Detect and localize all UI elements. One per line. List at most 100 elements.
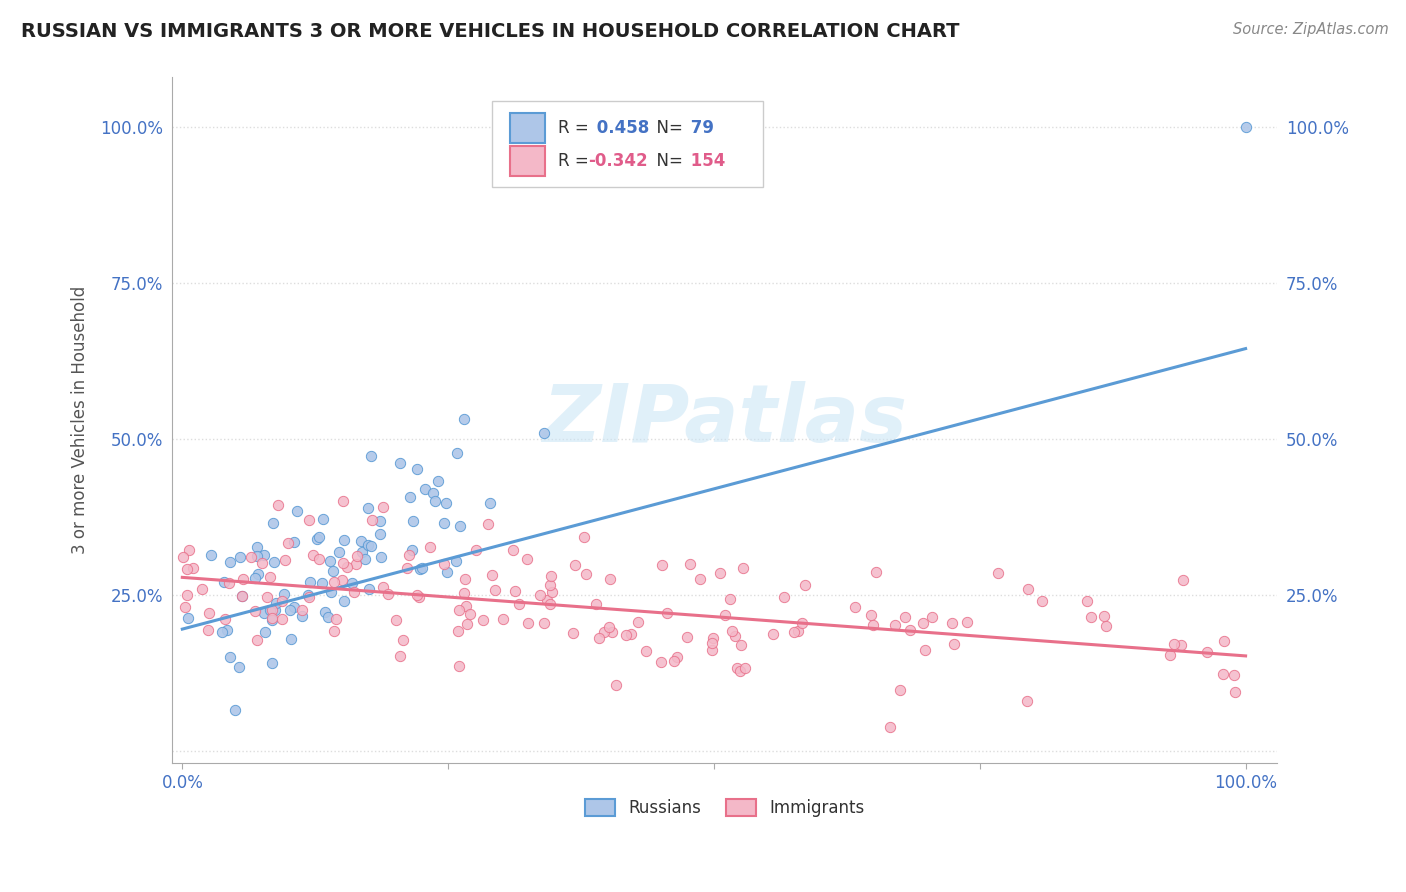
Point	[1017, 582, 1039, 596]
Text: 79: 79	[685, 120, 714, 137]
Point	[536, 593, 558, 607]
Point	[271, 594, 294, 608]
Point	[599, 572, 621, 586]
Point	[231, 589, 253, 603]
Point	[411, 561, 433, 575]
Point	[253, 548, 276, 562]
Point	[336, 560, 359, 574]
Point	[406, 462, 429, 476]
Point	[564, 558, 586, 572]
Point	[274, 553, 297, 567]
Point	[773, 591, 796, 605]
Point	[453, 411, 475, 425]
Point	[1095, 619, 1118, 633]
Point	[263, 555, 285, 569]
Point	[371, 580, 394, 594]
Point	[344, 557, 367, 571]
Point	[860, 608, 883, 623]
Point	[253, 607, 276, 621]
Point	[456, 617, 478, 632]
Point	[176, 561, 198, 575]
Point	[239, 549, 262, 564]
Point	[398, 549, 420, 563]
Point	[198, 606, 221, 620]
Point	[305, 532, 328, 546]
Point	[311, 575, 333, 590]
Point	[298, 514, 321, 528]
Point	[598, 620, 620, 634]
Point	[262, 516, 284, 531]
Point	[246, 632, 269, 647]
Point	[308, 530, 330, 544]
Text: 0.458: 0.458	[591, 120, 650, 137]
Point	[790, 616, 813, 631]
Point	[250, 556, 273, 570]
Point	[370, 514, 392, 528]
Point	[262, 657, 284, 671]
Point	[422, 485, 444, 500]
Point	[246, 549, 269, 563]
Point	[370, 550, 392, 565]
Point	[540, 568, 562, 582]
Point	[179, 542, 201, 557]
Point	[360, 539, 382, 553]
Point	[718, 592, 741, 607]
Point	[176, 588, 198, 602]
FancyBboxPatch shape	[510, 146, 546, 177]
Point	[214, 612, 236, 626]
Point	[657, 607, 679, 621]
Point	[508, 597, 530, 611]
Point	[844, 599, 866, 614]
Point	[477, 516, 499, 531]
Point	[454, 599, 477, 613]
Text: N=: N=	[647, 120, 688, 137]
FancyBboxPatch shape	[510, 113, 546, 144]
Point	[262, 613, 284, 627]
Point	[232, 572, 254, 586]
Point	[219, 555, 242, 569]
Point	[357, 582, 380, 596]
Point	[433, 516, 456, 530]
Point	[228, 659, 250, 673]
Point	[323, 624, 346, 639]
Point	[783, 625, 806, 640]
Text: RUSSIAN VS IMMIGRANTS 3 OR MORE VEHICLES IN HOUSEHOLD CORRELATION CHART: RUSSIAN VS IMMIGRANTS 3 OR MORE VEHICLES…	[21, 22, 959, 41]
Point	[446, 624, 468, 639]
Point	[377, 587, 399, 601]
Point	[298, 575, 321, 590]
Text: 154: 154	[685, 153, 725, 170]
Point	[311, 512, 333, 526]
Point	[298, 591, 321, 605]
Point	[426, 474, 449, 488]
Point	[246, 540, 269, 554]
Point	[191, 582, 214, 596]
Point	[1212, 666, 1234, 681]
Y-axis label: 3 or more Vehicles in Household: 3 or more Vehicles in Household	[72, 286, 89, 555]
Point	[354, 552, 377, 566]
Point	[865, 565, 887, 579]
Point	[342, 575, 364, 590]
Point	[218, 650, 240, 665]
Point	[283, 599, 305, 614]
Point	[253, 625, 276, 640]
Point	[533, 615, 555, 630]
Point	[1223, 668, 1246, 682]
Point	[588, 631, 610, 645]
Point	[449, 518, 471, 533]
Point	[218, 575, 240, 590]
Point	[650, 655, 672, 669]
Point	[453, 586, 475, 600]
Point	[419, 540, 441, 554]
Point	[786, 624, 808, 639]
Point	[319, 554, 342, 568]
Point	[446, 446, 468, 460]
Point	[266, 596, 288, 610]
Point	[228, 549, 250, 564]
Point	[318, 610, 340, 624]
Point	[224, 703, 246, 717]
Point	[478, 496, 501, 510]
Point	[761, 626, 783, 640]
Point	[308, 552, 330, 566]
Point	[889, 683, 911, 698]
Point	[1080, 610, 1102, 624]
